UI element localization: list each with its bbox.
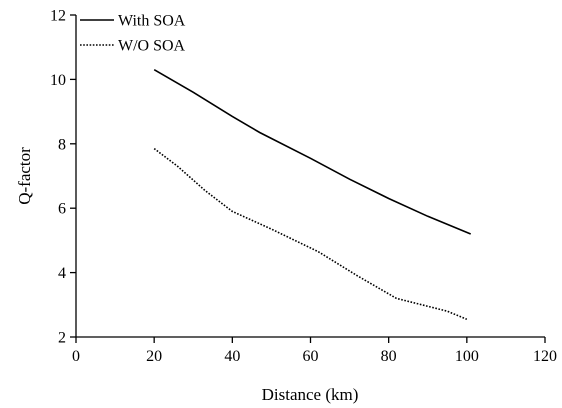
x-tick-label: 60 <box>303 348 319 365</box>
axes <box>75 15 545 338</box>
x-tick-label: 80 <box>381 348 397 365</box>
series-line-with-soa <box>153 69 472 235</box>
y-axis-label: Q-factor <box>15 147 34 205</box>
y-tick-label: 6 <box>58 201 66 218</box>
x-tick-label: 20 <box>146 348 162 365</box>
x-tick-label: 100 <box>455 348 479 365</box>
x-tick-label: 0 <box>72 348 80 365</box>
y-tick-label: 2 <box>58 330 66 347</box>
series-line-without-soa <box>153 147 468 321</box>
x-tick-label: 40 <box>224 348 240 365</box>
legend-label: With SOA <box>118 13 186 30</box>
ticks: 0 20 40 60 80 100 120 2 4 6 8 10 12 <box>50 8 557 366</box>
y-tick-label: 12 <box>50 8 66 25</box>
legend-label: W/O SOA <box>118 38 186 55</box>
legend: With SOA W/O SOA <box>80 13 186 55</box>
y-tick-label: 8 <box>58 136 66 153</box>
x-axis-label: Distance (km) <box>262 385 359 404</box>
x-tick-label: 120 <box>533 348 557 365</box>
series-lines <box>153 69 472 321</box>
y-tick-label: 10 <box>50 72 66 89</box>
y-tick-label: 4 <box>58 265 66 282</box>
